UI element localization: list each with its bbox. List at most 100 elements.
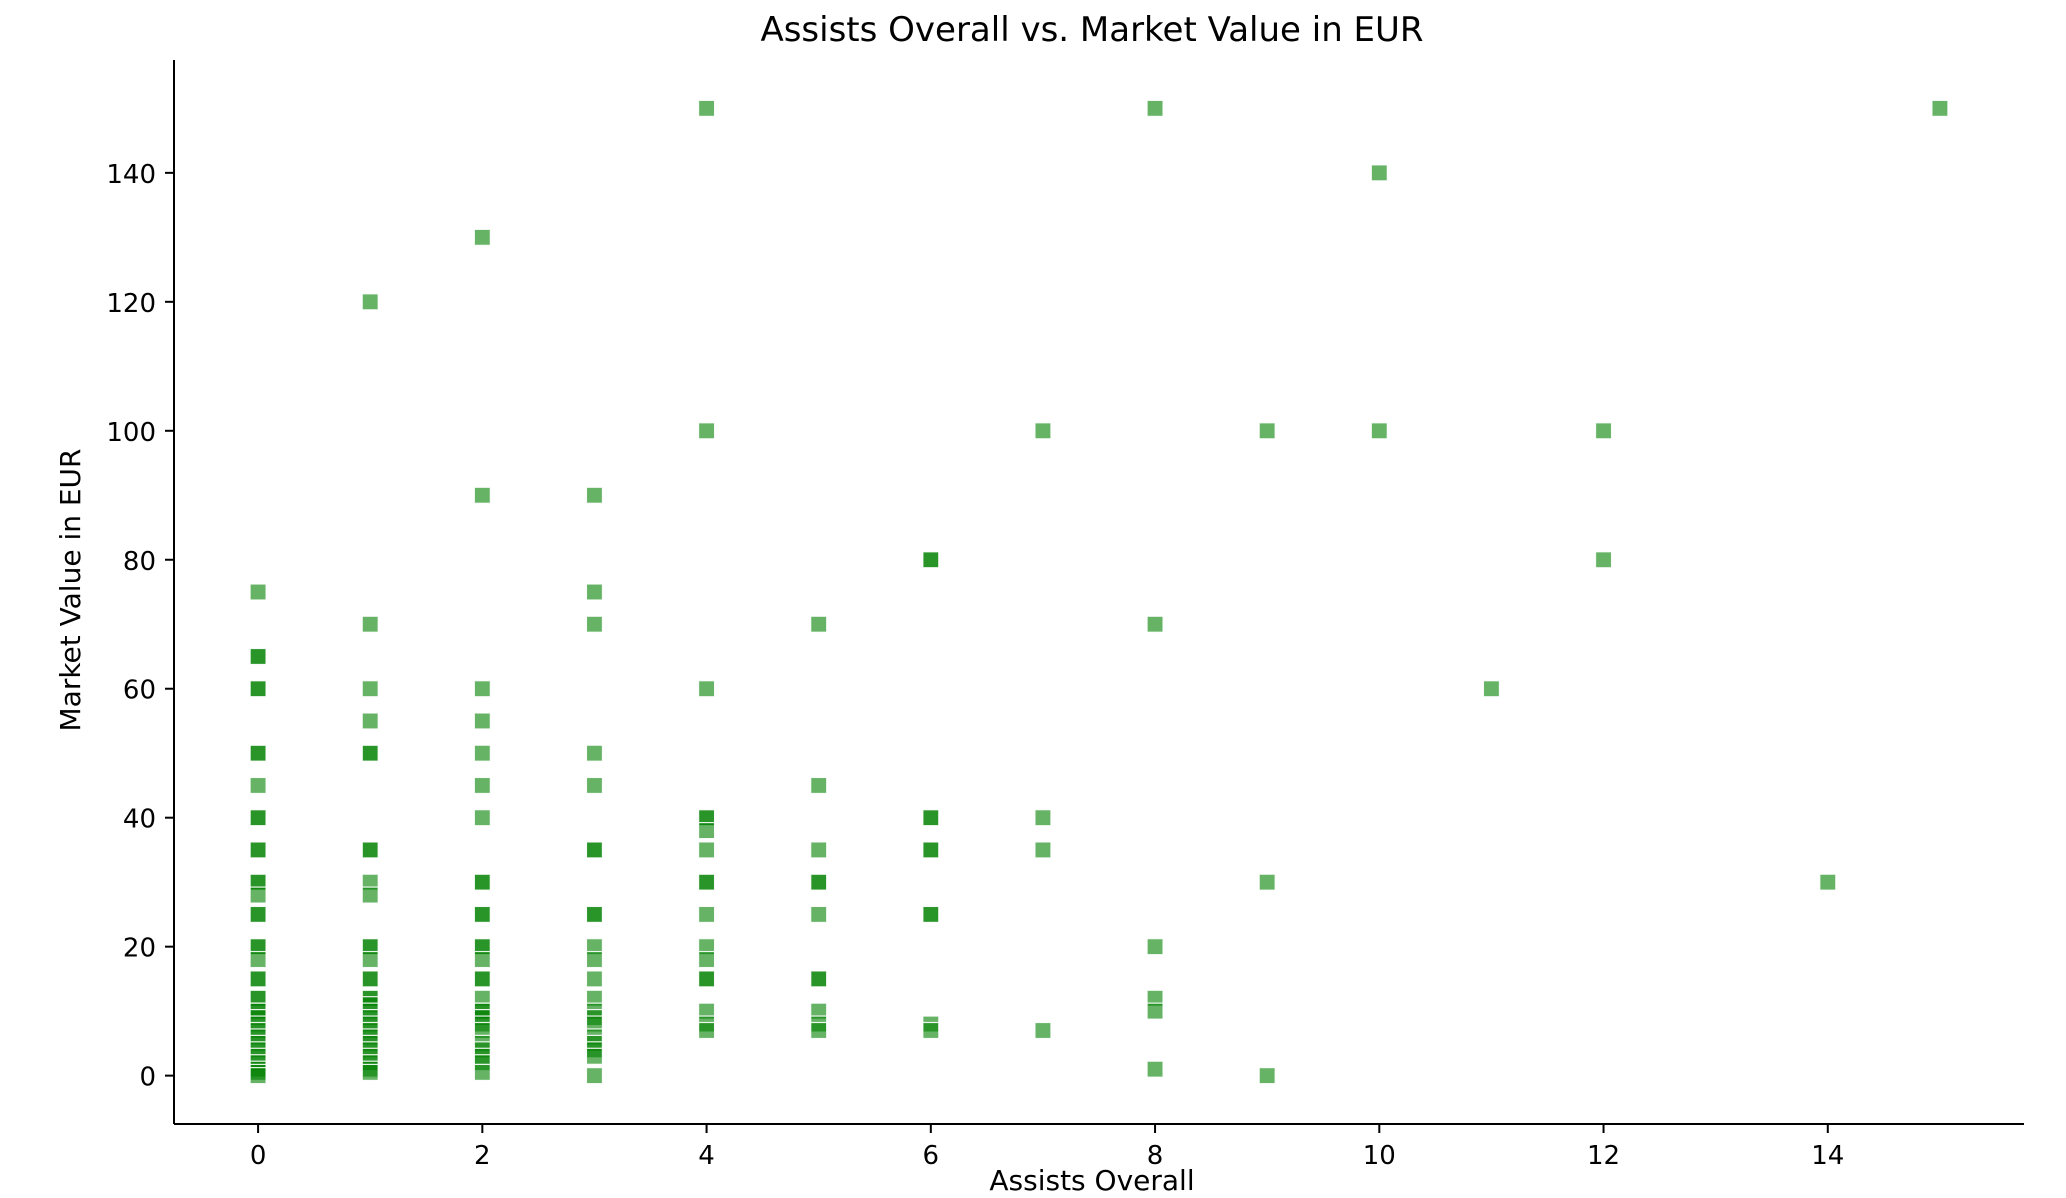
scatter-point bbox=[361, 615, 379, 633]
scatter-point bbox=[361, 950, 379, 969]
scatter-point bbox=[1034, 422, 1052, 440]
scatter-point bbox=[1594, 551, 1613, 569]
scatter-point bbox=[249, 950, 267, 969]
x-axis-ticks: 0 2 4 6 8 10 12 14 bbox=[250, 1124, 1844, 1171]
scatter-point bbox=[922, 905, 940, 924]
scatter-point bbox=[585, 615, 604, 633]
x-tick-label: 12 bbox=[1587, 1141, 1620, 1171]
scatter-point bbox=[361, 744, 379, 762]
scatter-point bbox=[1034, 841, 1052, 859]
scatter-point bbox=[1482, 680, 1501, 698]
scatter-point bbox=[249, 680, 267, 698]
scatter-point bbox=[249, 744, 267, 762]
scatter-point bbox=[1370, 164, 1388, 182]
scatter-point bbox=[697, 1021, 716, 1040]
scatter-point bbox=[249, 1067, 267, 1085]
scatter-point bbox=[249, 970, 267, 988]
scatter-point bbox=[361, 712, 379, 730]
scatter-point bbox=[1146, 1060, 1164, 1078]
scatter-point bbox=[585, 970, 604, 988]
scatter-point bbox=[1258, 873, 1276, 891]
scatter-point bbox=[249, 841, 267, 859]
x-tick-label: 10 bbox=[1363, 1141, 1396, 1171]
scatter-point bbox=[473, 970, 491, 988]
scatter-point bbox=[249, 886, 267, 904]
scatter-point bbox=[585, 776, 604, 795]
scatter-point bbox=[473, 873, 491, 891]
scatter-point bbox=[361, 970, 379, 988]
scatter-point bbox=[1594, 422, 1613, 440]
scatter-point bbox=[473, 228, 491, 246]
scatter-point bbox=[585, 486, 604, 504]
scatter-point bbox=[922, 551, 940, 569]
scatter-point bbox=[473, 809, 491, 827]
scatter-point bbox=[810, 970, 828, 988]
y-tick-label: 120 bbox=[106, 289, 156, 319]
y-tick-label: 20 bbox=[123, 934, 156, 964]
chart-title: Assists Overall vs. Market Value in EUR bbox=[760, 10, 1423, 50]
y-axis-ticks: 0 20 40 60 80 100 120 140 bbox=[106, 160, 174, 1093]
scatter-point bbox=[361, 886, 379, 904]
x-tick-label: 6 bbox=[923, 1141, 940, 1171]
y-tick-label: 60 bbox=[123, 676, 156, 706]
scatter-point bbox=[697, 970, 716, 988]
y-tick-label: 140 bbox=[106, 160, 156, 190]
x-tick-label: 4 bbox=[698, 1141, 715, 1171]
scatter-point bbox=[361, 1063, 379, 1082]
scatter-point bbox=[697, 950, 716, 969]
scatter-point bbox=[697, 873, 716, 891]
scatter-point bbox=[361, 680, 379, 698]
scatter-point bbox=[1146, 99, 1164, 117]
scatter-point bbox=[473, 744, 491, 762]
scatter-point bbox=[473, 1063, 491, 1082]
scatter-point bbox=[473, 905, 491, 924]
scatter-point bbox=[697, 422, 716, 440]
scatter-point bbox=[810, 841, 828, 859]
scatter-point bbox=[585, 1067, 604, 1085]
scatter-point bbox=[697, 680, 716, 698]
scatter-point bbox=[361, 293, 379, 311]
scatter-point bbox=[697, 905, 716, 924]
scatter-point bbox=[1370, 422, 1388, 440]
scatter-point bbox=[249, 647, 267, 666]
scatter-point bbox=[922, 841, 940, 859]
y-tick-label: 100 bbox=[106, 418, 156, 448]
scatter-point bbox=[249, 776, 267, 795]
scatter-point bbox=[1034, 809, 1052, 827]
scatter-point bbox=[697, 821, 716, 840]
scatter-point bbox=[1258, 1067, 1276, 1085]
scatter-point bbox=[585, 744, 604, 762]
scatter-point bbox=[1146, 938, 1164, 956]
y-axis-label: Market Value in EUR bbox=[54, 448, 87, 731]
scatter-point bbox=[585, 583, 604, 601]
scatter-point bbox=[697, 99, 716, 117]
scatter-point bbox=[1258, 422, 1276, 440]
x-tick-label: 2 bbox=[474, 1141, 491, 1171]
scatter-point bbox=[473, 486, 491, 504]
scatter-point bbox=[1146, 615, 1164, 633]
scatter-point bbox=[810, 776, 828, 795]
x-tick-label: 14 bbox=[1811, 1141, 1844, 1171]
y-tick-label: 0 bbox=[139, 1063, 156, 1093]
scatter-point bbox=[1034, 1021, 1052, 1040]
x-axis-label: Assists Overall bbox=[989, 1164, 1194, 1194]
scatter-point bbox=[249, 809, 267, 827]
scatter-point bbox=[585, 905, 604, 924]
y-tick-label: 80 bbox=[123, 547, 156, 577]
scatter-point bbox=[585, 1047, 604, 1065]
scatter-point bbox=[249, 583, 267, 601]
scatter-point bbox=[585, 950, 604, 969]
scatter-point bbox=[922, 1021, 940, 1040]
scatter-point bbox=[697, 841, 716, 859]
scatter-point bbox=[1819, 873, 1837, 891]
scatter-point bbox=[810, 1021, 828, 1040]
scatter-point bbox=[810, 873, 828, 891]
scatter-point bbox=[473, 776, 491, 795]
scatter-point bbox=[585, 841, 604, 859]
scatter-point bbox=[1931, 99, 1949, 117]
scatter-point bbox=[249, 905, 267, 924]
scatter-point bbox=[473, 680, 491, 698]
scatter-point bbox=[473, 712, 491, 730]
